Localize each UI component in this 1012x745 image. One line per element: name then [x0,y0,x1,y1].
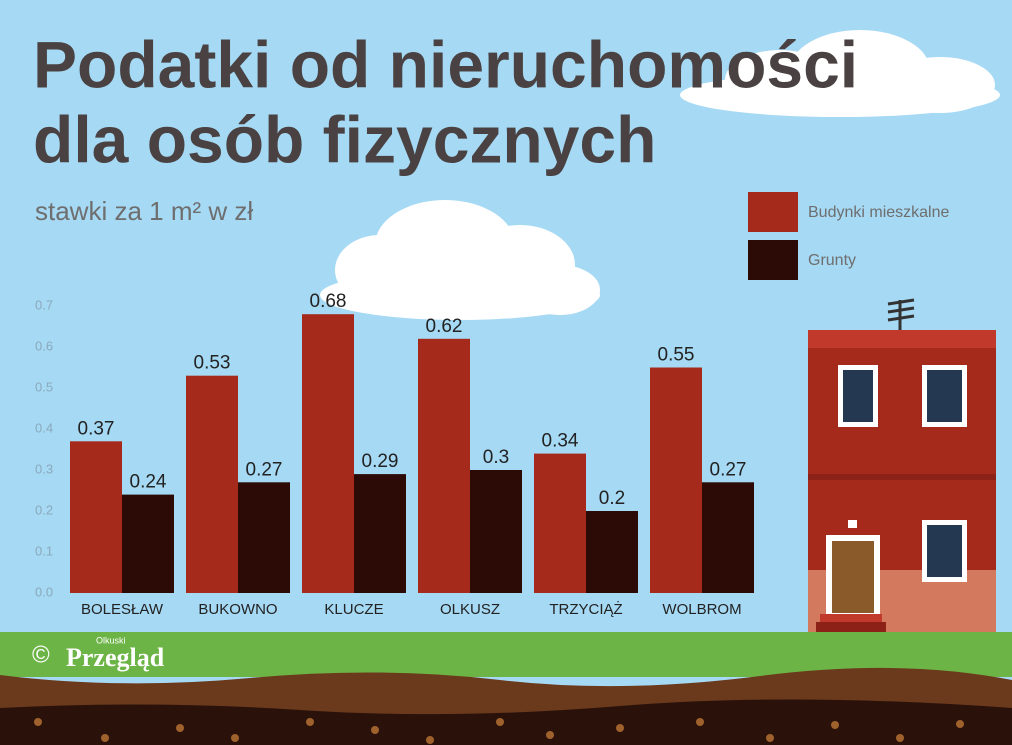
bar [238,482,290,593]
value-label: 0.68 [310,291,347,312]
legend-swatch [748,240,798,280]
bar [534,454,586,593]
chart-title: dla osób fizycznych [33,102,656,176]
bar [186,376,238,593]
y-tick-label: 0.4 [35,420,53,435]
brand: Przegląd [66,643,165,672]
chart-subtitle: stawki za 1 m² w zł [35,196,253,226]
x-tick-label: BUKOWNO [198,601,277,618]
y-tick-label: 0.3 [35,461,53,476]
bar [586,511,638,593]
bar [470,470,522,593]
bar [418,339,470,593]
y-tick-label: 0.1 [35,543,53,558]
y-tick-label: 0.7 [35,297,53,312]
x-tick-label: WOLBROM [662,601,741,618]
copyright: © [32,641,50,668]
value-label: 0.24 [130,472,167,493]
infographic: Podatki od nieruchomości dla osób fizycz… [0,0,1012,745]
bar [650,368,702,594]
value-label: 0.29 [362,451,399,472]
legend-label: Budynki mieszkalne [808,204,950,221]
bar [302,314,354,593]
value-label: 0.55 [658,345,695,366]
value-label: 0.53 [194,353,231,374]
bar [122,495,174,593]
y-tick-label: 0.2 [35,502,53,517]
y-tick-label: 0.0 [35,584,53,599]
bar [354,474,406,593]
value-label: 0.34 [542,431,579,452]
y-tick-label: 0.6 [35,338,53,353]
x-tick-label: BOLESŁAW [81,601,164,618]
y-tick-label: 0.5 [35,379,53,394]
bar [702,482,754,593]
chart-title: Podatki od nieruchomości [33,27,858,101]
x-tick-label: KLUCZE [324,601,383,618]
house [808,300,996,632]
value-label: 0.37 [78,418,115,439]
value-label: 0.2 [599,488,625,509]
value-label: 0.27 [710,459,747,480]
legend-label: Grunty [808,252,856,269]
x-tick-label: TRZYCIĄŻ [549,600,622,618]
legend-swatch [748,192,798,232]
value-label: 0.62 [426,316,463,337]
x-tick-label: OLKUSZ [440,601,500,618]
bar [70,441,122,593]
value-label: 0.3 [483,447,509,468]
value-label: 0.27 [246,459,283,480]
